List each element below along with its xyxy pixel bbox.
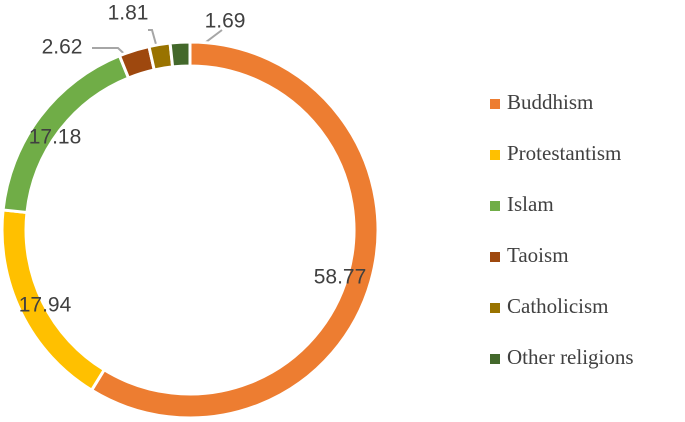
legend-swatch <box>490 303 500 313</box>
data-label: 17.94 <box>19 294 72 317</box>
legend-swatch <box>490 99 500 109</box>
legend-label: Catholicism <box>507 294 609 318</box>
legend-swatch <box>490 150 500 160</box>
legend-swatch <box>490 252 500 262</box>
legend-label: Protestantism <box>507 141 621 165</box>
data-label: 2.62 <box>42 36 83 59</box>
legend-label: Islam <box>507 192 554 216</box>
data-label: 1.81 <box>108 2 149 25</box>
legend-swatch <box>490 201 500 211</box>
legend-label: Buddhism <box>507 90 593 114</box>
donut-segment <box>89 40 380 420</box>
data-label: 17.18 <box>29 126 82 149</box>
donut-segment <box>168 40 192 69</box>
legend-label: Other religions <box>507 345 634 369</box>
legend-swatch <box>490 354 500 364</box>
data-label: 1.69 <box>205 10 246 33</box>
legend-label: Taoism <box>507 243 569 267</box>
data-label: 58.77 <box>314 266 367 289</box>
